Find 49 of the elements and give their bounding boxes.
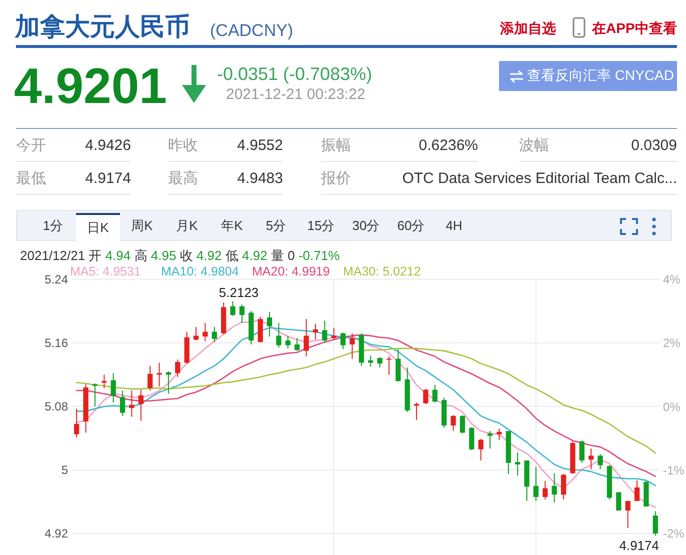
text: MA5: 4.9531 xyxy=(70,264,141,278)
text: 4.9426 xyxy=(85,136,131,154)
y2-tick-label: -2% xyxy=(663,526,685,540)
text: 30分 xyxy=(344,211,388,240)
text: 5分 xyxy=(254,211,298,240)
text: 4.9552 xyxy=(237,136,283,154)
text: 最高 xyxy=(168,168,198,188)
y2-tick-label: 4% xyxy=(663,272,681,286)
text: 在APP中查看 xyxy=(592,19,677,37)
text: 60分 xyxy=(389,211,433,240)
text: 2021/12/21 开 4.94 高 4.95 收 4.92 低 4.92 量 0 -0.71% xyxy=(20,248,340,263)
annotation: 4.9174 xyxy=(619,538,659,554)
text: 波幅 xyxy=(519,136,549,154)
text: 4.9483 xyxy=(237,168,283,188)
y-tick-label: 5.08 xyxy=(44,399,68,414)
text: 报价 xyxy=(321,168,351,188)
text: MA20: 4.9919 xyxy=(252,264,330,278)
text: 最低 xyxy=(16,168,46,188)
text: -0.0351 (-0.7083%) xyxy=(217,62,372,86)
text: 1分 xyxy=(31,211,75,240)
text: 添加自选 xyxy=(500,19,556,37)
y2-tick-label: -1% xyxy=(663,463,685,478)
text: 4.9201 xyxy=(14,56,167,116)
text: 0.6236% xyxy=(418,136,478,154)
text: OTC Data Services Editorial Team Calc... xyxy=(402,168,677,188)
text: 4H xyxy=(432,211,476,240)
text: 日K xyxy=(76,213,120,241)
text: 年K xyxy=(210,211,254,240)
annotation: 5.2123 xyxy=(218,284,259,300)
text: 周K xyxy=(120,211,164,240)
text: 振幅 xyxy=(321,136,351,154)
text: 2021-12-21 00:23:22 xyxy=(226,84,366,104)
y2-tick-label: 0% xyxy=(663,400,681,414)
text: 0.0309 xyxy=(631,136,677,154)
text: MA10: 4.9804 xyxy=(161,264,239,278)
chart-title: 加拿大元人民币 xyxy=(15,12,190,42)
text: 月K xyxy=(165,211,209,240)
text: 4.9174 xyxy=(85,168,131,188)
text: 15分 xyxy=(299,211,343,240)
text: MA30: 5.0212 xyxy=(343,264,421,278)
text: 今开 xyxy=(16,136,46,154)
y2-tick-label: 2% xyxy=(663,336,681,350)
y-tick-label: 4.92 xyxy=(44,526,68,541)
y-tick-label: 5.24 xyxy=(44,272,68,286)
y-tick-label: 5 xyxy=(61,462,68,477)
text: 昨收 xyxy=(168,136,198,154)
y-tick-label: 5.16 xyxy=(44,336,68,350)
text: 查看反向汇率 CNYCAD xyxy=(527,67,674,83)
chart-subtitle: (CADCNY) xyxy=(210,20,294,40)
